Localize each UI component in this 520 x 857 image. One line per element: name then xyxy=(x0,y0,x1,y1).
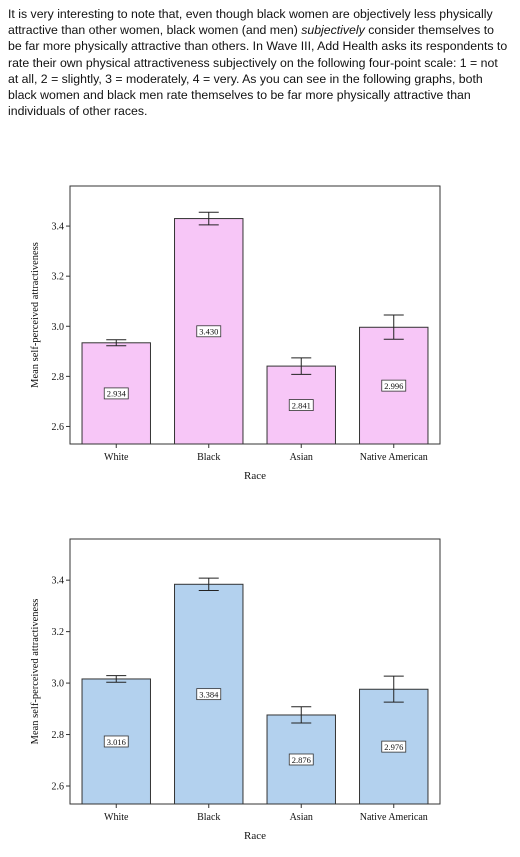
chart-0-ylabel: Mean self-perceived attractiveness xyxy=(30,242,41,388)
intro-text-part1: It is very interesting to note that, eve… xyxy=(8,7,493,38)
chart-0-data-label-box-1 xyxy=(196,325,222,338)
chart-1-ytick-label-4: 3.4 xyxy=(52,576,65,587)
chart-1-xlabel: Race xyxy=(244,830,266,842)
chart-1-category-label-2: Asian xyxy=(290,812,313,823)
chart-0-category-label-1: Black xyxy=(197,452,220,463)
chart-0-ytick-label-4: 3.4 xyxy=(52,222,65,233)
chart-1-data-label-box-2 xyxy=(288,753,314,766)
chart-1-data-label-2: 2.876 xyxy=(292,755,311,765)
chart-0-category-label-3: Native American xyxy=(360,452,428,463)
chart-1-data-label-box-3 xyxy=(381,740,407,753)
intro-emphasis: subjectively xyxy=(301,23,365,38)
chart-0-ytick-label-1: 2.8 xyxy=(52,372,65,383)
chart-1-category-label-3: Native American xyxy=(360,812,428,823)
chart-1-ylabel: Mean self-perceived attractiveness xyxy=(30,599,41,745)
intro-paragraph: It is very interesting to note that, eve… xyxy=(8,6,508,119)
chart-0-data-label-box-2 xyxy=(288,399,314,411)
chart-0-data-label-1: 3.430 xyxy=(199,327,218,337)
chart-0-data-label-0: 2.934 xyxy=(107,389,127,399)
intro-text-part2: consider themselves to be far more physi… xyxy=(8,23,508,119)
chart-1-category-label-0: White xyxy=(104,812,129,823)
chart-0-ytick-label-0: 2.6 xyxy=(52,422,65,433)
chart-1-ytick-label-2: 3.0 xyxy=(52,679,65,690)
chart-1-data-label-box-0 xyxy=(103,735,129,748)
female-attractiveness-chart: 2.6 2.8 3.0 3.2 3.4 2.934 White 3.430 Black 2.841… xyxy=(30,185,441,482)
chart-1-category-label-1: Black xyxy=(197,812,220,823)
chart-0-data-label-2: 2.841 xyxy=(292,400,311,410)
chart-0-ytick-label-3: 3.2 xyxy=(52,272,65,283)
chart-0-ytick-label-2: 3.0 xyxy=(52,322,65,333)
chart-1-data-label-3: 2.976 xyxy=(384,742,403,752)
chart-1-data-label-box-1 xyxy=(196,688,222,701)
chart-0-data-label-box-0 xyxy=(103,387,129,400)
chart-0-xlabel: Race xyxy=(244,470,266,482)
chart-0-category-label-2: Asian xyxy=(290,452,313,463)
chart-0-data-label-3: 2.996 xyxy=(384,381,403,391)
chart-1-ytick-label-1: 2.8 xyxy=(52,730,65,741)
chart-1-data-label-1: 3.384 xyxy=(199,689,219,699)
chart-0-data-label-box-3 xyxy=(381,379,407,392)
chart-1-ytick-label-0: 2.6 xyxy=(52,781,65,792)
chart-1-ytick-label-3: 3.2 xyxy=(52,627,65,638)
male-attractiveness-chart: 2.6 2.8 3.0 3.2 3.4 3.016 White 3.384 Black 2.876… xyxy=(30,538,441,842)
chart-0-category-label-0: White xyxy=(104,452,129,463)
chart-1-data-label-0: 3.016 xyxy=(107,737,126,747)
